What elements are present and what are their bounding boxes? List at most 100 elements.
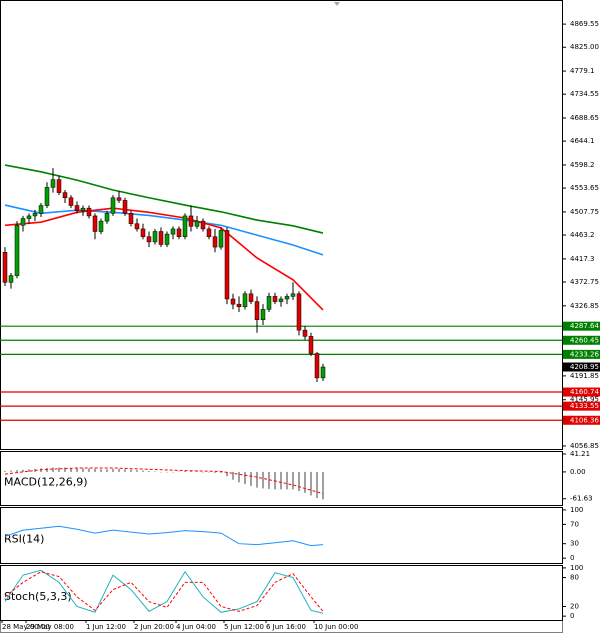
candle-body [260, 309, 266, 321]
x-tick-label: 2 Jun 20:00 [134, 623, 174, 631]
indicator-line [4, 467, 324, 495]
macd-bar [184, 471, 186, 472]
current-price-box [563, 362, 600, 372]
macd-bar [124, 469, 126, 472]
indicator-line [4, 525, 324, 547]
level-label: 4287.64 [570, 322, 599, 330]
panel-frame [0, 451, 563, 506]
macd-bar [112, 468, 114, 472]
macd-bar [160, 471, 162, 473]
macd-bar [190, 471, 192, 472]
candle-body [8, 275, 14, 283]
level-label-box [563, 321, 600, 331]
candle-body [206, 228, 212, 237]
y-tick-label: 0 [570, 554, 574, 562]
candle-body [140, 228, 146, 237]
y-tick-label: 4598.2 [570, 161, 595, 169]
candle-body [134, 223, 140, 230]
level-label: 4133.55 [570, 402, 599, 410]
macd-bar [304, 471, 306, 493]
candle-body [302, 329, 308, 337]
y-tick-label: 4326.85 [570, 302, 599, 310]
macd-bar [268, 471, 270, 489]
level-label-box [563, 335, 600, 345]
macd-bar [208, 471, 210, 473]
candle-body [188, 215, 194, 227]
macd-bar [88, 468, 90, 472]
macd-bar [322, 471, 324, 500]
macd-bar [64, 467, 66, 472]
x-tick-label: 5 Jun 12:00 [224, 623, 264, 631]
macd-bar [136, 470, 138, 472]
y-tick-label: 4688.65 [570, 114, 599, 122]
panel-frame [0, 507, 563, 564]
y-tick-label: 4825.00 [570, 43, 599, 51]
y-tick-label: 4056.85 [570, 442, 599, 450]
y-tick-label: 4372.75 [570, 278, 599, 286]
level-label: 4160.74 [570, 388, 599, 396]
macd-bar [292, 471, 294, 490]
macd-bar [148, 471, 150, 472]
indicator-title: MACD(12,26,9) [4, 475, 88, 488]
candle-body [56, 179, 62, 193]
indicator-line [4, 204, 324, 256]
candle-body [2, 252, 8, 283]
macd-bar [214, 471, 216, 473]
indicator-title: Stoch(5,3,3) [4, 590, 72, 603]
macd-bar [238, 471, 240, 483]
candle-body [128, 213, 134, 224]
y-tick-label: 4463.2 [570, 231, 595, 239]
candle-body [110, 197, 116, 214]
indicator-title: RSI(14) [4, 532, 44, 545]
y-tick-label: 0.00 [570, 468, 586, 476]
x-tick-label: 1 Jun 12:00 [86, 623, 126, 631]
macd-bar [130, 469, 132, 472]
level-label: 4106.36 [570, 416, 599, 424]
candle-body [182, 215, 188, 237]
macd-bar [70, 467, 72, 472]
macd-bar [286, 471, 288, 490]
candle-body [242, 293, 248, 308]
macd-bar [196, 471, 198, 472]
candle-body [314, 353, 320, 379]
candle-body [230, 298, 236, 305]
level-label: 4233.26 [570, 350, 599, 358]
macd-bar [106, 469, 108, 472]
macd-bar [280, 471, 282, 490]
macd-bar [22, 469, 24, 472]
level-label-box [563, 415, 600, 425]
macd-bar [262, 471, 264, 489]
macd-bar [118, 468, 120, 472]
level-label-box [563, 349, 600, 359]
candle-body [236, 303, 242, 308]
macd-bar [16, 470, 18, 472]
candle-body [170, 228, 176, 235]
macd-bar [142, 470, 144, 472]
candle-body [32, 213, 38, 217]
candle-body [224, 230, 230, 300]
candle-body [320, 366, 326, 379]
macd-bar [298, 471, 300, 492]
candle-body [50, 179, 56, 188]
candle-body [284, 296, 290, 300]
y-tick-label: 4191.85 [570, 372, 599, 380]
y-tick-label: 100 [570, 506, 583, 514]
candle-body [248, 293, 254, 302]
indicator-line [4, 571, 324, 612]
y-tick-label: 4779.1 [570, 67, 595, 75]
candle-body [266, 296, 272, 310]
candle-body [176, 228, 182, 237]
macd-bar [82, 468, 84, 472]
current-price-label: 4208.95 [570, 363, 599, 371]
candle-body [86, 207, 92, 217]
macd-bar [220, 471, 222, 473]
panel-frame [0, 0, 563, 450]
macd-bar [226, 471, 228, 477]
candle-body [26, 215, 32, 219]
y-tick-label: 4734.55 [570, 90, 599, 98]
macd-bar [46, 467, 48, 472]
y-tick-label: 0 [570, 612, 574, 620]
macd-bar [58, 467, 60, 472]
macd-bar [100, 469, 102, 472]
